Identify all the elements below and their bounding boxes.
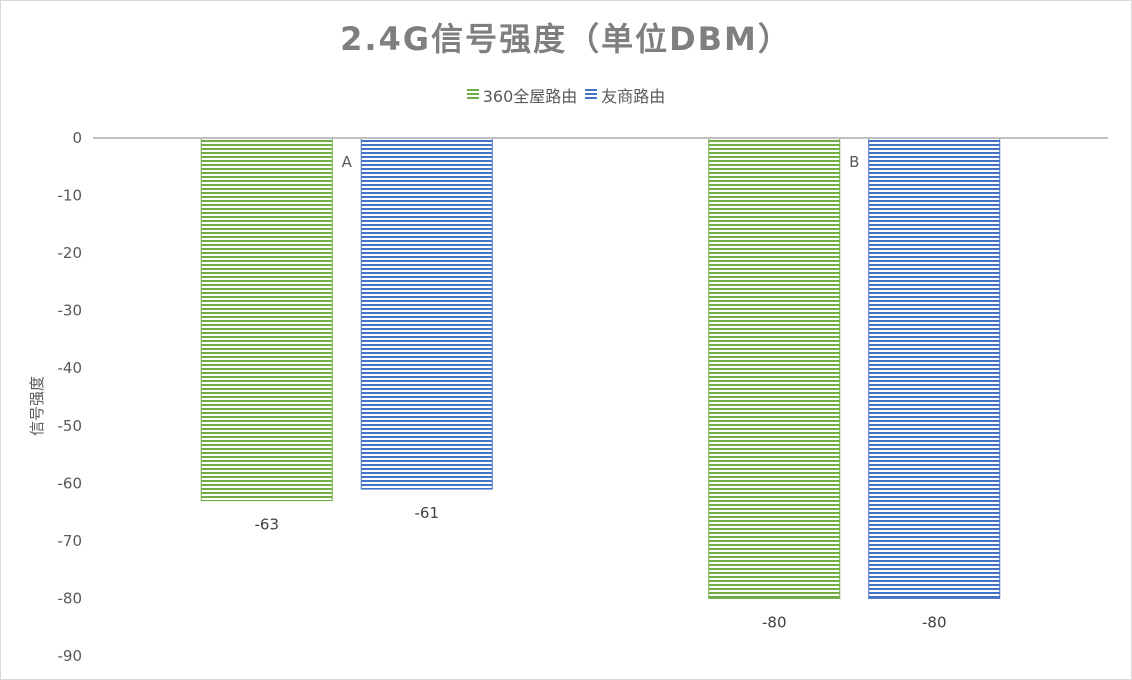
legend-item-series-2: 友商路由 (585, 83, 665, 107)
x-category-label: A (342, 153, 353, 171)
y-tick-label: -20 (58, 244, 83, 262)
chart-title: 2.4G信号强度（单位DBM） (340, 20, 792, 58)
y-tick-label: -30 (58, 302, 83, 320)
x-category-label: B (849, 153, 859, 171)
y-tick-label: -90 (58, 647, 83, 665)
y-tick-label: -10 (58, 187, 83, 205)
data-label: -61 (415, 504, 440, 522)
y-tick-label: 0 (72, 129, 82, 147)
bar-A-series-2 (360, 137, 493, 490)
y-tick-label: -70 (58, 532, 83, 550)
data-label: -63 (255, 516, 280, 534)
bar-B-series-2 (868, 137, 1001, 599)
legend-swatch-series-2 (585, 89, 598, 101)
legend-label-series-1: 360全屋路由 (482, 87, 578, 106)
y-tick-label: -80 (58, 589, 83, 607)
legend-swatch-series-1 (466, 89, 479, 101)
bar-B-series-1 (708, 137, 841, 599)
data-label: -80 (922, 613, 947, 631)
y-tick-label: -40 (58, 359, 83, 377)
chart-legend: 360全屋路由 友商路由 (0, 83, 1132, 107)
legend-label-series-2: 友商路由 (601, 87, 666, 106)
legend-item-series-1: 360全屋路由 (466, 83, 578, 107)
y-tick-label: -60 (58, 474, 83, 492)
y-tick-label: -50 (58, 417, 83, 435)
data-label: -80 (762, 613, 787, 631)
bar-A-series-1 (200, 137, 333, 502)
